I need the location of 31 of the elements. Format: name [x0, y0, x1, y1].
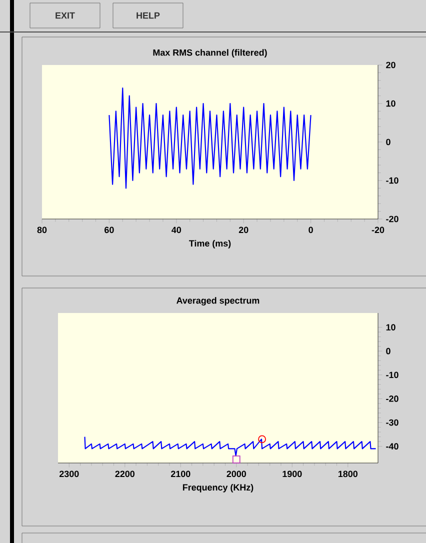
x-axis-title: Time (ms)	[189, 240, 231, 248]
chart-title: Max RMS channel (filtered)	[153, 49, 267, 58]
x-tick-label: 2000	[226, 470, 246, 478]
chart-title: Averaged spectrum	[176, 297, 260, 306]
y-tick-label: 10	[386, 100, 396, 107]
y-tick-label: -30	[386, 419, 398, 426]
x-tick-label: 1800	[338, 470, 358, 478]
y-tick-label: -10	[386, 177, 398, 184]
x-tick-label: 2100	[170, 470, 190, 478]
x-tick-label: 80	[37, 226, 47, 234]
y-tick-label: 0	[386, 138, 390, 146]
x-tick-label: 20	[238, 226, 248, 234]
y-tick-label: -20	[386, 396, 398, 402]
y-tick-label: -20	[386, 216, 398, 222]
y-tick-label: 0	[386, 348, 390, 354]
x-tick-label: -20	[372, 226, 384, 234]
y-tick-label: -10	[386, 372, 398, 378]
x-tick-label: 2200	[115, 470, 135, 478]
y-tick-label: -40	[386, 443, 398, 450]
x-tick-label: 0	[308, 226, 313, 234]
y-tick-label: 20	[386, 62, 396, 68]
text: HELP	[136, 12, 160, 19]
x-tick-label: 40	[172, 226, 182, 234]
y-tick-label: 10	[386, 324, 396, 330]
line-series	[84, 436, 376, 456]
text: EXIT	[56, 12, 75, 19]
line-series	[108, 88, 312, 189]
x-tick-label: 1900	[282, 470, 302, 478]
x-tick-label: 60	[104, 226, 114, 234]
x-axis-title: Frequency (KHz)	[182, 484, 254, 492]
x-tick-label: 2300	[59, 470, 79, 478]
